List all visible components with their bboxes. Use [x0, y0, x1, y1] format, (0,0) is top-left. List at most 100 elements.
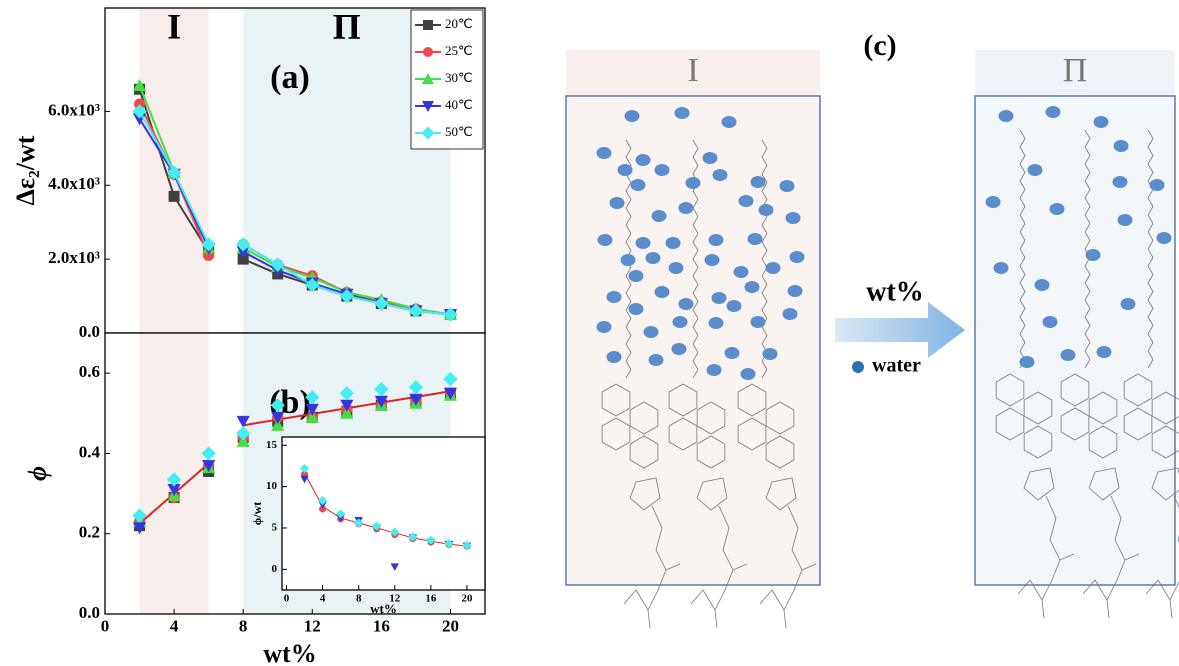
ring	[765, 477, 797, 511]
water-molecule	[993, 262, 1009, 274]
marker	[374, 296, 389, 311]
water-molecule	[596, 321, 612, 333]
marker	[202, 459, 216, 473]
water-molecule	[1042, 316, 1058, 328]
y-tick-label: 0.0	[79, 322, 100, 341]
water-molecule	[706, 364, 722, 376]
marker	[236, 415, 250, 428]
marker	[444, 539, 454, 549]
x-tick-label: 16	[425, 592, 437, 604]
water-molecule	[624, 110, 640, 122]
marker	[305, 390, 320, 405]
water-molecule	[597, 234, 613, 246]
marker	[408, 380, 424, 395]
chain	[1019, 129, 1026, 369]
water-molecule	[678, 202, 694, 214]
water-molecule	[747, 233, 763, 245]
water-molecule	[702, 152, 718, 164]
water-molecule	[758, 204, 774, 216]
water-molecule	[750, 176, 766, 188]
panel-title: (a)	[270, 59, 310, 96]
ring	[629, 435, 659, 469]
tail	[623, 505, 681, 629]
y-tick-label: 0.4	[79, 442, 101, 461]
marker	[443, 307, 458, 322]
ring	[1060, 373, 1090, 407]
ring	[1151, 391, 1179, 425]
marker	[340, 406, 354, 419]
water-molecule	[750, 316, 766, 328]
marker	[372, 521, 382, 531]
marker	[271, 418, 285, 431]
y-axis-label: ϕ/wt	[250, 502, 264, 525]
water-molecule	[762, 348, 778, 360]
water-molecule	[643, 326, 659, 338]
water-molecule	[635, 154, 651, 166]
x-axis-label: wt%	[370, 601, 397, 616]
marker	[300, 463, 310, 473]
marker	[409, 393, 423, 406]
water-molecule	[782, 308, 798, 320]
marker	[336, 509, 346, 519]
marker	[422, 101, 434, 112]
marker	[374, 382, 389, 397]
x-tick-label: 20	[442, 617, 459, 636]
marker	[339, 386, 354, 401]
ring	[995, 373, 1025, 407]
water-molecule	[744, 281, 760, 293]
marker	[300, 475, 309, 484]
marker	[236, 237, 251, 252]
x-tick-label: 12	[304, 617, 321, 636]
y-tick-label: 10	[266, 480, 278, 492]
ring	[1023, 391, 1053, 425]
water-molecule	[628, 270, 644, 282]
marker	[201, 446, 216, 461]
panel-header	[975, 50, 1175, 96]
water-molecule	[740, 368, 756, 380]
y-tick-label: 4.0x10³	[48, 174, 100, 193]
legend-swatch	[852, 361, 864, 373]
marker	[408, 532, 418, 542]
water-molecule	[609, 197, 625, 209]
water-molecule	[985, 196, 1001, 208]
marker	[237, 253, 249, 265]
marker	[443, 387, 458, 400]
marker	[305, 277, 320, 293]
marker	[340, 399, 354, 412]
y-axis-label: Δε₂/wt	[11, 135, 40, 205]
chart: 0 5 10 15 0 4 8 12 16 20 ϕ/wt wt%	[250, 436, 486, 616]
water-molecule	[787, 285, 803, 297]
water-molecule	[779, 180, 795, 192]
ring	[765, 401, 795, 435]
marker	[271, 411, 285, 424]
water-molecule	[765, 262, 781, 274]
diagram: I Π (c) wt% water	[565, 29, 1179, 629]
water-molecule	[635, 237, 651, 249]
x-tick-label: 0	[284, 592, 290, 604]
chain	[1084, 129, 1091, 369]
water-molecule	[1019, 356, 1035, 368]
legend-label: 20℃	[445, 16, 473, 31]
water-molecule	[712, 169, 728, 181]
water-molecule	[1049, 203, 1065, 215]
water-molecule	[630, 179, 646, 191]
water-molecule	[654, 286, 670, 298]
ring	[1123, 407, 1153, 441]
water-molecule	[606, 291, 622, 303]
y-tick-label: 2.0x10³	[48, 248, 100, 267]
chart: I Π 0.0 2.0x10³ 4.0x10³ 6.0x10³ (a) Δε₂/wt 20℃ 25…	[11, 6, 486, 341]
marker	[132, 508, 147, 523]
water-molecule	[1120, 298, 1136, 310]
ring	[1151, 467, 1179, 501]
ring	[668, 417, 698, 451]
marker	[134, 98, 146, 110]
ring	[765, 435, 795, 469]
water-molecule	[724, 347, 740, 359]
marker	[168, 190, 180, 202]
marker	[305, 410, 319, 423]
water-molecule	[1112, 176, 1128, 188]
water-molecule	[596, 147, 612, 159]
marker	[462, 540, 472, 550]
y-tick-label: 5	[272, 522, 278, 534]
